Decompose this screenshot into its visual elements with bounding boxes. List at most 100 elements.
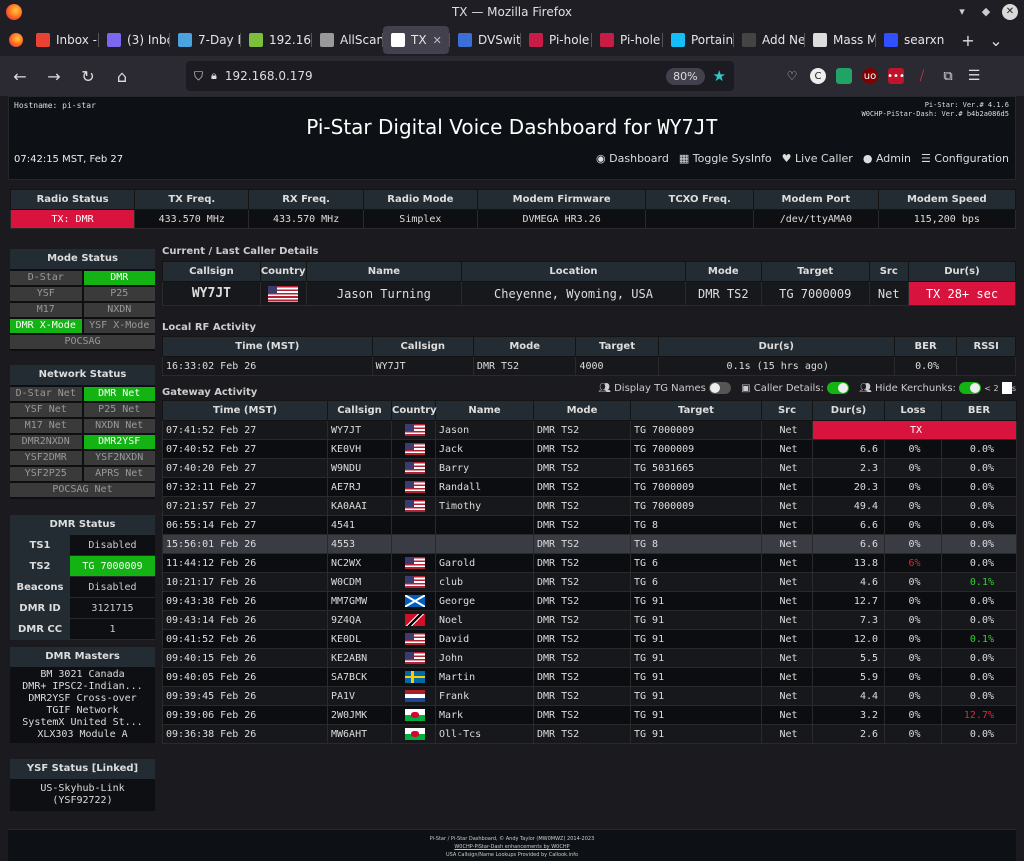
close-window-icon[interactable]: ✕: [1002, 4, 1018, 20]
users-icon: 👥︎: [598, 383, 611, 394]
gateway-name: Martin: [435, 667, 534, 687]
close-tab-icon[interactable]: ✕: [432, 33, 442, 47]
gateway-callsign[interactable]: KE0VH: [327, 439, 392, 459]
tab-9[interactable]: Portain: [663, 26, 733, 54]
tab-2[interactable]: 7-Day F: [170, 26, 240, 54]
gateway-src: Net: [761, 420, 813, 440]
gateway-callsign[interactable]: NC2WX: [327, 553, 392, 573]
back-icon[interactable]: ←: [13, 66, 27, 86]
gateway-callsign[interactable]: 4553: [327, 534, 392, 554]
firefox-view-icon[interactable]: [4, 26, 28, 54]
window-title: TX — Mozilla Firefox: [451, 5, 573, 19]
extension-red-icon[interactable]: •••: [887, 68, 905, 84]
footer-enhancements[interactable]: W0CHP-PiStar-Dash enhancements by W0CHP: [454, 844, 570, 850]
tab-5[interactable]: TX ✕: [383, 26, 449, 54]
gateway-callsign[interactable]: AE7RJ: [327, 477, 392, 497]
gateway-callsign[interactable]: 4541: [327, 515, 392, 535]
tab-6[interactable]: DVSwit: [450, 26, 520, 54]
gateway-duration: 4.6: [812, 572, 885, 592]
tab-7[interactable]: Pi-hole: [521, 26, 591, 54]
header-links: ◉ Dashboard ▦ Toggle SysInfo ♥ Live Call…: [596, 152, 1009, 165]
gateway-header: BER: [941, 400, 1017, 421]
tab-bar: Inbox - (3) Inbo 7-Day F 192.16 AllScan TX ✕ DV…: [0, 24, 1024, 56]
gateway-callsign[interactable]: WY7JT: [327, 420, 392, 440]
tab-1[interactable]: (3) Inbo: [99, 26, 169, 54]
tab-3[interactable]: 192.16: [241, 26, 311, 54]
zoom-level[interactable]: 80%: [666, 67, 705, 85]
tab-12[interactable]: searxn: [876, 26, 946, 54]
current-callsign[interactable]: WY7JT: [162, 281, 261, 306]
shield-icon[interactable]: ⛉: [194, 68, 204, 83]
gateway-duration: 2.3: [812, 458, 885, 478]
tab-10[interactable]: Add New F: [734, 26, 804, 54]
gateway-duration: 7.3: [812, 610, 885, 630]
forward-icon[interactable]: →: [47, 66, 61, 86]
radio-status-header: Modem Firmware: [476, 189, 647, 210]
admin-link[interactable]: ● Admin: [862, 152, 912, 165]
configuration-link[interactable]: ☰ Configuration: [921, 152, 1009, 165]
tab-4[interactable]: AllScan: [312, 26, 382, 54]
gateway-name: [435, 515, 534, 535]
dmr-masters-panel: DMR Masters BM 3021 Canada DMR+ IPSC2-Ind…: [10, 647, 155, 743]
reload-icon[interactable]: ↻: [81, 66, 95, 86]
gateway-callsign[interactable]: KA0AAI: [327, 496, 392, 516]
network_status-item: NXDN Net: [83, 419, 155, 433]
hide-kerchunks-toggle[interactable]: [959, 382, 982, 394]
tab-0[interactable]: Inbox -: [28, 26, 98, 54]
pocket-icon[interactable]: ♡: [786, 69, 798, 83]
gateway-src: Net: [761, 686, 813, 706]
dmr-status-title: DMR Status: [10, 515, 155, 535]
minimize-icon[interactable]: ▾: [959, 5, 965, 18]
gateway-ber: 0.0%: [941, 667, 1017, 687]
page-info-icon[interactable]: 🔒︎: [211, 69, 217, 82]
list-tabs-icon[interactable]: ⌄: [989, 30, 1003, 50]
gateway-callsign[interactable]: KE0DL: [327, 629, 392, 649]
display-tg-names-toggle[interactable]: [709, 382, 732, 394]
menu-icon[interactable]: ☰: [967, 68, 981, 84]
gateway-callsign[interactable]: W0CDM: [327, 572, 392, 592]
gateway-callsign[interactable]: KE2ABN: [327, 648, 392, 668]
gateway-callsign[interactable]: MW6AHT: [327, 724, 392, 744]
current-caller-header: Callsign: [162, 261, 261, 282]
gateway-loss: 0%: [884, 610, 942, 630]
home-icon[interactable]: ⌂: [116, 66, 128, 86]
dmr-status-value: Disabled: [88, 582, 137, 593]
live-caller-link[interactable]: ♥ Live Caller: [781, 152, 853, 165]
gateway-country: [391, 439, 436, 459]
gateway-name: Jason: [435, 420, 534, 440]
toggle-sysinfo-link[interactable]: ▦ Toggle SysInfo: [678, 152, 772, 165]
kerchunk-seconds-input[interactable]: [1001, 382, 1012, 394]
bookmark-star-icon[interactable]: ★: [712, 67, 726, 85]
caller-details-toggle[interactable]: [827, 382, 850, 394]
tab-8[interactable]: Pi-hole: [592, 26, 662, 54]
gateway-callsign[interactable]: PA1V: [327, 686, 392, 706]
extensions-icon[interactable]: ⧉: [943, 68, 953, 84]
gateway-callsign[interactable]: 2W0JMK: [327, 705, 392, 725]
title-text: Pi-Star Digital Voice Dashboard for: [306, 115, 658, 139]
restore-icon[interactable]: ◆: [981, 5, 991, 18]
dashboard-link[interactable]: ◉ Dashboard: [596, 152, 669, 165]
tab-11[interactable]: Mass M: [805, 26, 875, 54]
gateway-name: Timothy: [435, 496, 534, 516]
gateway-callsign[interactable]: SA7BCK: [327, 667, 392, 687]
local-rf-cell[interactable]: WY7JT: [371, 356, 474, 376]
current-country: [259, 281, 307, 306]
gateway-callsign[interactable]: MM7GMW: [327, 591, 392, 611]
gateway-callsign[interactable]: 9Z4QA: [327, 610, 392, 630]
gateway-time: 07:21:57 Feb 27: [162, 496, 328, 516]
url-bar[interactable]: ⛉ 🔒︎ 192.168.0.179 80% ★: [186, 61, 734, 91]
extension-c-icon[interactable]: C: [810, 68, 826, 84]
radio-status-value: 433.570 MHz: [248, 209, 364, 229]
new-tab-icon[interactable]: +: [961, 30, 975, 50]
gateway-callsign[interactable]: W9NDU: [327, 458, 392, 478]
ublock-icon[interactable]: uo: [862, 68, 878, 84]
url-text[interactable]: 192.168.0.179: [224, 69, 313, 83]
dmr-master-item: BM 3021 Canada: [40, 669, 125, 680]
extension-slash-icon[interactable]: ⧸: [919, 68, 925, 84]
user-icon: ●: [862, 152, 873, 165]
footer-lookups[interactable]: USA Callsign/Name Lookups Provided by Ca…: [445, 852, 579, 858]
users-slash-icon: 👥︎: [859, 383, 872, 394]
extension-green-icon[interactable]: [836, 68, 852, 84]
gateway-name: Garold: [435, 553, 534, 573]
tab-label: Mass M: [833, 33, 875, 47]
